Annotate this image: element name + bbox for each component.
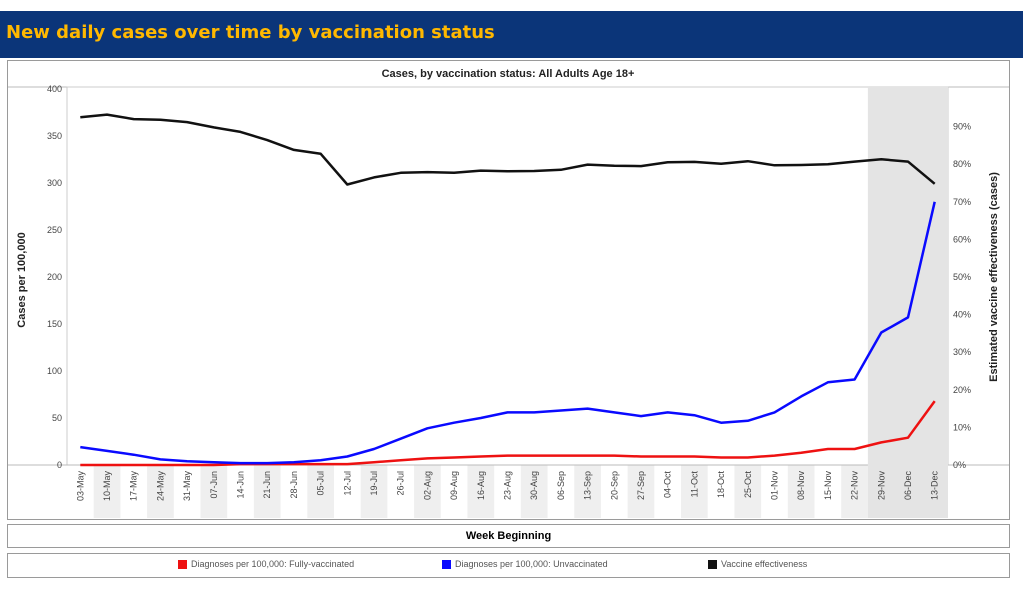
x-tick-label: 03-May (75, 471, 85, 502)
y-tick-label: 250 (47, 225, 62, 235)
x-tick-label: 06-Sep (556, 471, 566, 500)
y-tick-label: 200 (47, 272, 62, 282)
line-chart: Cases, by vaccination status: All Adults… (8, 68, 1009, 518)
x-tick-label: 19-Jul (369, 471, 379, 496)
x-tick-label: 15-Nov (823, 471, 833, 501)
x-tick-label: 25-Oct (743, 471, 753, 499)
y-tick-label: 50 (52, 413, 62, 423)
x-band (414, 465, 441, 518)
x-tick-label: 24-May (155, 471, 165, 502)
x-tick-label: 22-Nov (850, 471, 860, 501)
y-axis-title: Cases per 100,000 (16, 232, 28, 327)
legend-item-fully-vaccinated: Diagnoses per 100,000: Fully-vaccinated (178, 559, 354, 569)
x-tick-label: 21-Jun (262, 471, 272, 499)
x-band (787, 465, 815, 518)
x-band (681, 465, 708, 518)
x-tick-label: 09-Aug (449, 471, 459, 500)
y2-tick-label: 70% (953, 197, 971, 207)
legend-swatch-blue (442, 559, 451, 569)
x-tick-label: 17-May (129, 471, 139, 502)
x-tick-label: 13-Dec (930, 471, 940, 501)
x-band (307, 465, 334, 518)
y2-tick-label: 10% (953, 422, 971, 432)
page-header: New daily cases over time by vaccination… (0, 11, 1023, 58)
y-tick-label: 400 (47, 84, 62, 94)
x-tick-label: 02-Aug (422, 471, 432, 500)
x-tick-label: 26-Jul (396, 471, 406, 496)
legend-item-unvaccinated: Diagnoses per 100,000: Unvaccinated (442, 559, 608, 569)
legend-item-vaccine-effectiveness: Vaccine effectiveness (708, 559, 807, 569)
y-tick-label: 0 (57, 460, 62, 470)
legend-swatch-red (178, 559, 187, 569)
x-band (520, 465, 548, 518)
x-tick-label: 12-Jul (342, 471, 352, 496)
chart-title: Cases, by vaccination status: All Adults… (382, 68, 635, 80)
x-tick-label: 23-Aug (503, 471, 513, 500)
page-title: New daily cases over time by vaccination… (6, 22, 495, 43)
x-tick-label: 31-May (182, 471, 192, 502)
x-tick-label: 30-Aug (529, 471, 539, 500)
x-band (467, 465, 495, 518)
series-line-0 (80, 400, 936, 467)
x-tick-label: 11-Oct (689, 471, 699, 498)
x-tick-label: 01-Nov (769, 471, 779, 501)
y-tick-label: 350 (47, 131, 62, 141)
series-line-1 (80, 201, 936, 465)
x-tick-label: 10-May (102, 471, 112, 502)
x-tick-label: 06-Dec (903, 471, 913, 501)
x-tick-label: 07-Jun (209, 471, 219, 499)
legend-label: Diagnoses per 100,000: Fully-vaccinated (191, 559, 355, 569)
y-tick-label: 150 (47, 319, 62, 329)
y2-tick-label: 90% (953, 122, 971, 132)
x-tick-label: 13-Sep (583, 471, 593, 500)
x-band (147, 465, 174, 518)
x-tick-label: 08-Nov (796, 471, 806, 501)
x-tick-label: 16-Aug (476, 471, 486, 500)
y-tick-label: 100 (47, 366, 62, 376)
x-band (253, 465, 281, 518)
x-tick-label: 14-Jun (236, 471, 246, 499)
x-tick-label: 28-Jun (289, 471, 299, 499)
x-band (627, 465, 655, 518)
x-band (734, 465, 762, 518)
x-band (200, 465, 228, 518)
x-band (93, 465, 121, 518)
x-band (360, 465, 388, 518)
shaded-region (867, 87, 948, 518)
x-tick-label: 29-Nov (876, 471, 886, 501)
x-band (574, 465, 601, 518)
x-tick-label: 27-Sep (636, 471, 646, 500)
legend: Diagnoses per 100,000: Fully-vaccinated … (7, 553, 1010, 578)
plot-area (66, 86, 949, 466)
y2-tick-label: 60% (953, 234, 971, 244)
y-tick-label: 300 (47, 178, 62, 188)
y2-tick-label: 80% (953, 159, 971, 169)
chart-frame (7, 60, 1010, 520)
x-tick-label: 04-Oct (663, 471, 673, 499)
y2-axis-title: Estimated vaccine effectiveness (cases) (988, 172, 1000, 382)
y2-tick-label: 30% (953, 347, 971, 357)
y2-tick-label: 0% (953, 460, 966, 470)
x-tick-label: 20-Sep (609, 471, 619, 500)
x-band (841, 465, 868, 518)
legend-label: Vaccine effectiveness (721, 559, 808, 569)
y2-tick-label: 20% (953, 385, 971, 395)
legend-label: Diagnoses per 100,000: Unvaccinated (455, 559, 608, 569)
x-tick-label: 18-Oct (716, 471, 726, 499)
x-axis-title: Week Beginning (7, 524, 1010, 548)
series-line-2 (80, 113, 936, 186)
legend-swatch-black (708, 559, 717, 569)
y2-tick-label: 40% (953, 310, 971, 320)
y2-tick-label: 50% (953, 272, 971, 282)
x-tick-label: 05-Jul (316, 471, 326, 496)
